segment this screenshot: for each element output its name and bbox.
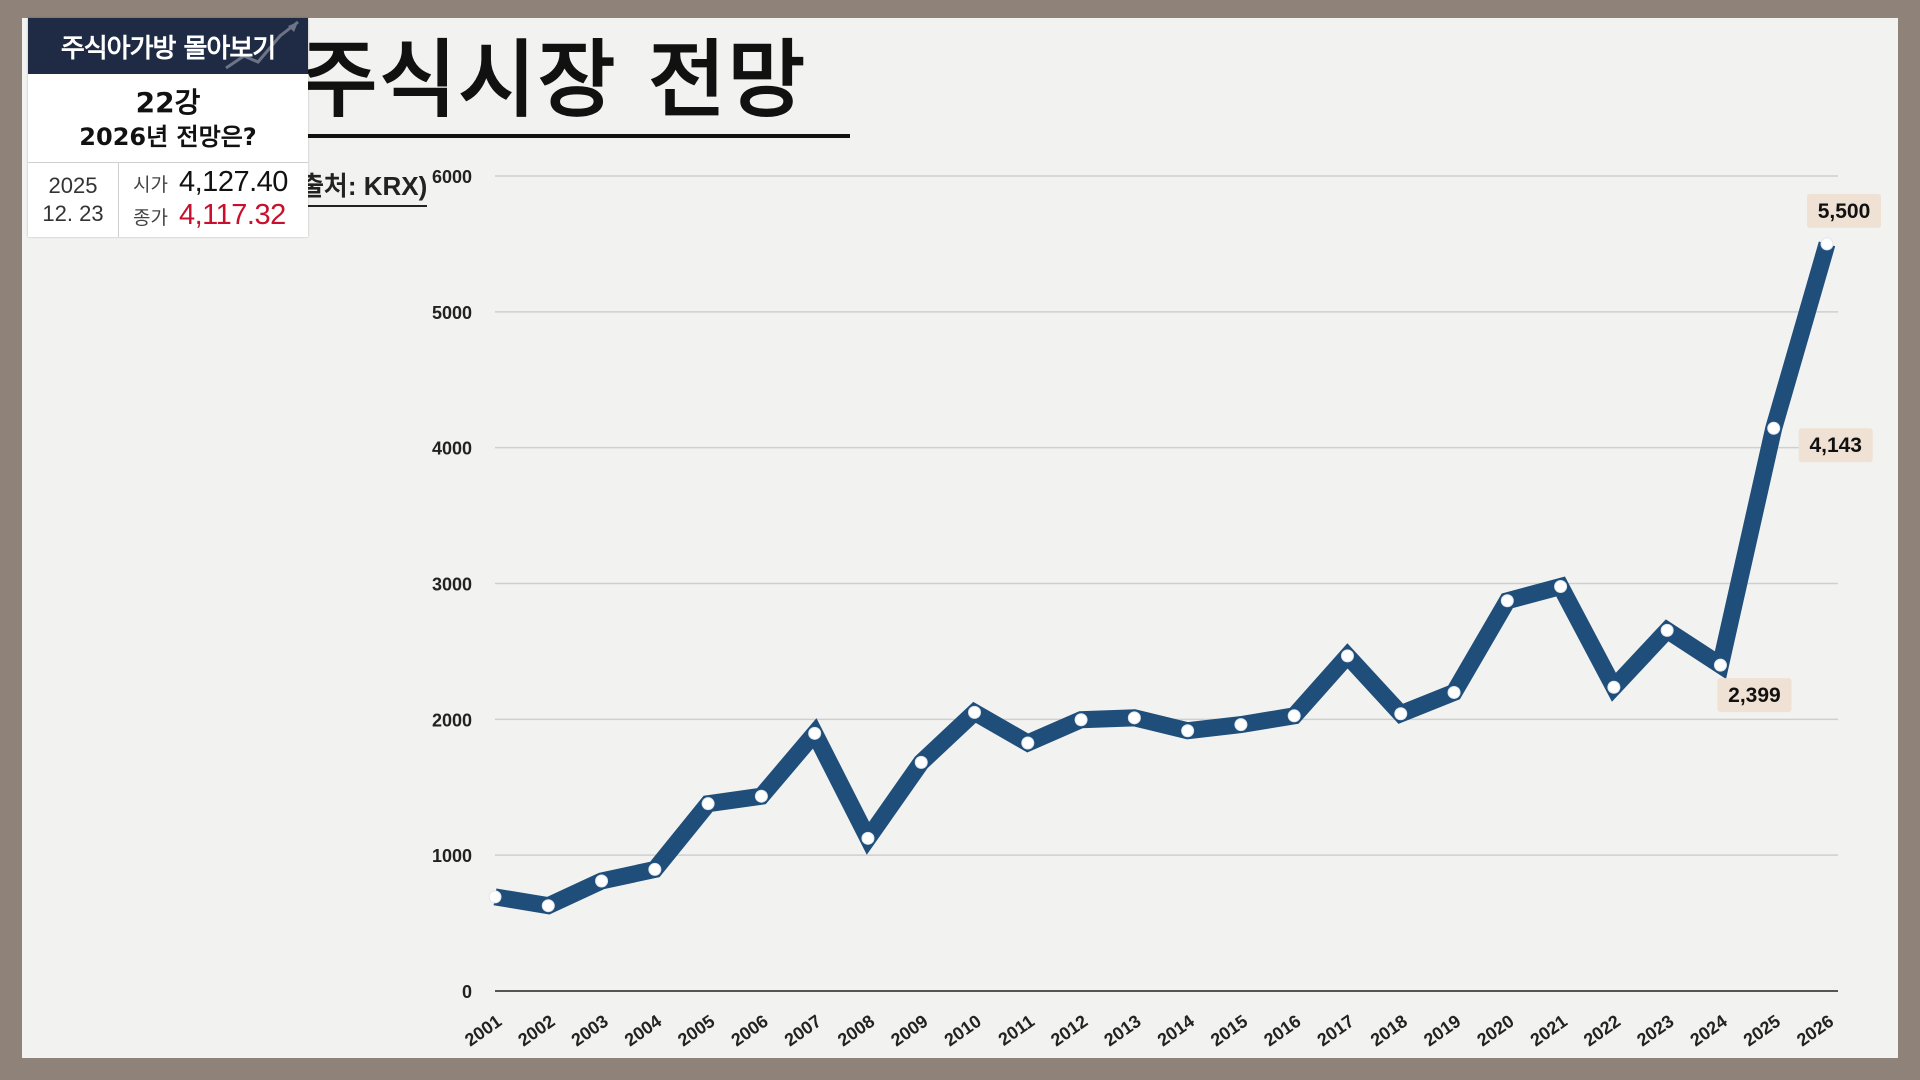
- data-point-2010: [968, 705, 982, 719]
- data-point-2020: [1500, 594, 1514, 608]
- data-point-2018: [1394, 707, 1408, 721]
- x-tick-label: 2009: [887, 1011, 931, 1050]
- y-tick-label: 3000: [432, 575, 472, 595]
- annotation-box: [1807, 193, 1881, 228]
- open-price-label: 시가: [133, 174, 168, 196]
- annotation-box: [1798, 428, 1873, 463]
- data-point-2011: [1021, 736, 1035, 750]
- data-point-2004: [648, 862, 662, 876]
- annotation-2024: 2,399: [1717, 678, 1792, 713]
- chart-arrow-icon: [225, 20, 299, 70]
- data-point-2022: [1607, 680, 1621, 694]
- slide-background: [22, 18, 1898, 1058]
- x-tick-label: 2017: [1313, 1011, 1357, 1050]
- series-header-text: 주식아가방 몰아보기: [60, 33, 276, 64]
- x-tick-label: 2008: [834, 1011, 878, 1050]
- y-tick-label: 6000: [432, 167, 472, 187]
- x-tick-label: 2011: [995, 1011, 1038, 1050]
- x-tick-label: 2022: [1580, 1011, 1624, 1050]
- open-price-line: 시가 4,127.40: [133, 167, 308, 200]
- data-point-2009: [914, 755, 928, 769]
- y-tick-label: 5000: [432, 303, 472, 323]
- x-tick-label: 2001: [461, 1011, 505, 1050]
- data-point-2024: [1713, 658, 1727, 672]
- x-tick-label: 2014: [1154, 1011, 1198, 1050]
- price-values: 시가 4,127.40 종가 4,117.32: [119, 163, 308, 237]
- x-tick-label: 2025: [1740, 1011, 1784, 1050]
- x-tick-label: 2018: [1367, 1011, 1411, 1050]
- x-tick-label: 2024: [1686, 1011, 1730, 1050]
- series-header: 주식아가방 몰아보기: [28, 18, 308, 74]
- x-tick-label: 2015: [1207, 1011, 1251, 1050]
- price-date: 2025 12. 23: [28, 163, 119, 237]
- data-point-2017: [1340, 649, 1354, 663]
- lesson-subtitle: 2026년 전망은?: [79, 123, 257, 151]
- data-annotations: 2,399 4,143 5,500: [1717, 193, 1881, 713]
- data-point-2008: [861, 831, 875, 845]
- data-point-2021: [1554, 579, 1568, 593]
- open-price-value: 4,127.40: [179, 166, 288, 198]
- price-row: 2025 12. 23 시가 4,127.40 종가 4,117.32: [28, 162, 308, 237]
- data-point-2002: [541, 899, 555, 913]
- data-point-2012: [1074, 713, 1088, 727]
- data-point-2006: [754, 789, 768, 803]
- data-point-2005: [701, 797, 715, 811]
- close-price-label: 종가: [133, 207, 168, 229]
- annotation-2026: 5,500: [1807, 193, 1881, 228]
- x-axis-tick-labels: 2001 2002 2003 2004 2005 2006 2007 2008 2009 2010…: [461, 1011, 1837, 1050]
- x-tick-label: 2012: [1047, 1011, 1091, 1050]
- page-title: 주식시장 전망: [300, 31, 807, 129]
- close-price-value: 4,117.32: [179, 199, 286, 231]
- x-tick-label: 2010: [941, 1011, 985, 1050]
- x-tick-label: 2021: [1527, 1011, 1571, 1050]
- series-kospi: [493, 241, 1836, 915]
- data-point-2025: [1767, 421, 1781, 435]
- x-tick-label: 2026: [1793, 1011, 1837, 1050]
- x-tick-label: 2002: [514, 1011, 558, 1050]
- data-point-2026: [1820, 237, 1834, 251]
- price-date-year: 2025: [48, 173, 98, 198]
- y-tick-label: 0: [462, 982, 472, 1002]
- x-tick-label: 2019: [1420, 1011, 1464, 1050]
- data-point-2001: [488, 890, 502, 904]
- data-point-2003: [595, 874, 609, 888]
- data-point-2016: [1287, 709, 1301, 723]
- x-tick-label: 2020: [1473, 1011, 1517, 1050]
- data-points: [488, 237, 1834, 913]
- x-tick-label: 2023: [1633, 1011, 1677, 1050]
- data-point-2007: [808, 726, 822, 740]
- annotation-box: [1717, 678, 1792, 713]
- close-price-line: 종가 4,117.32: [133, 200, 308, 233]
- x-tick-label: 2016: [1260, 1011, 1304, 1050]
- lesson-number: 22강: [135, 86, 201, 119]
- title-underline: [300, 134, 850, 138]
- y-tick-label: 1000: [432, 846, 472, 866]
- x-tick-label: 2007: [781, 1011, 825, 1050]
- source-label: 출처: KRX): [300, 166, 428, 207]
- data-point-2014: [1181, 724, 1195, 738]
- annotation-label: 2,399: [1728, 684, 1781, 707]
- series-line: [493, 241, 1836, 915]
- data-point-2013: [1127, 711, 1141, 725]
- x-tick-label: 2005: [674, 1011, 718, 1050]
- annotation-label: 5,500: [1818, 200, 1871, 223]
- chart-gridlines: [495, 175, 1838, 992]
- y-tick-label: 2000: [432, 710, 472, 730]
- lesson-info-box: 주식아가방 몰아보기 22강 2026년 전망은? 2025 12. 23 시가…: [28, 18, 308, 237]
- annotation-2025: 4,143: [1798, 428, 1873, 463]
- data-point-2019: [1447, 685, 1461, 699]
- x-tick-label: 2006: [727, 1011, 771, 1050]
- data-point-2015: [1234, 718, 1248, 732]
- annotation-label: 4,143: [1809, 434, 1862, 457]
- x-tick-label: 2004: [621, 1011, 665, 1050]
- y-tick-label: 4000: [432, 439, 472, 459]
- x-tick-label: 2003: [568, 1011, 612, 1050]
- y-axis-tick-labels: 0 1000 2000 3000 4000 5000 6000: [432, 167, 472, 1002]
- price-date-md: 12. 23: [42, 201, 104, 226]
- x-tick-label: 2013: [1100, 1011, 1144, 1050]
- data-point-2023: [1660, 623, 1674, 637]
